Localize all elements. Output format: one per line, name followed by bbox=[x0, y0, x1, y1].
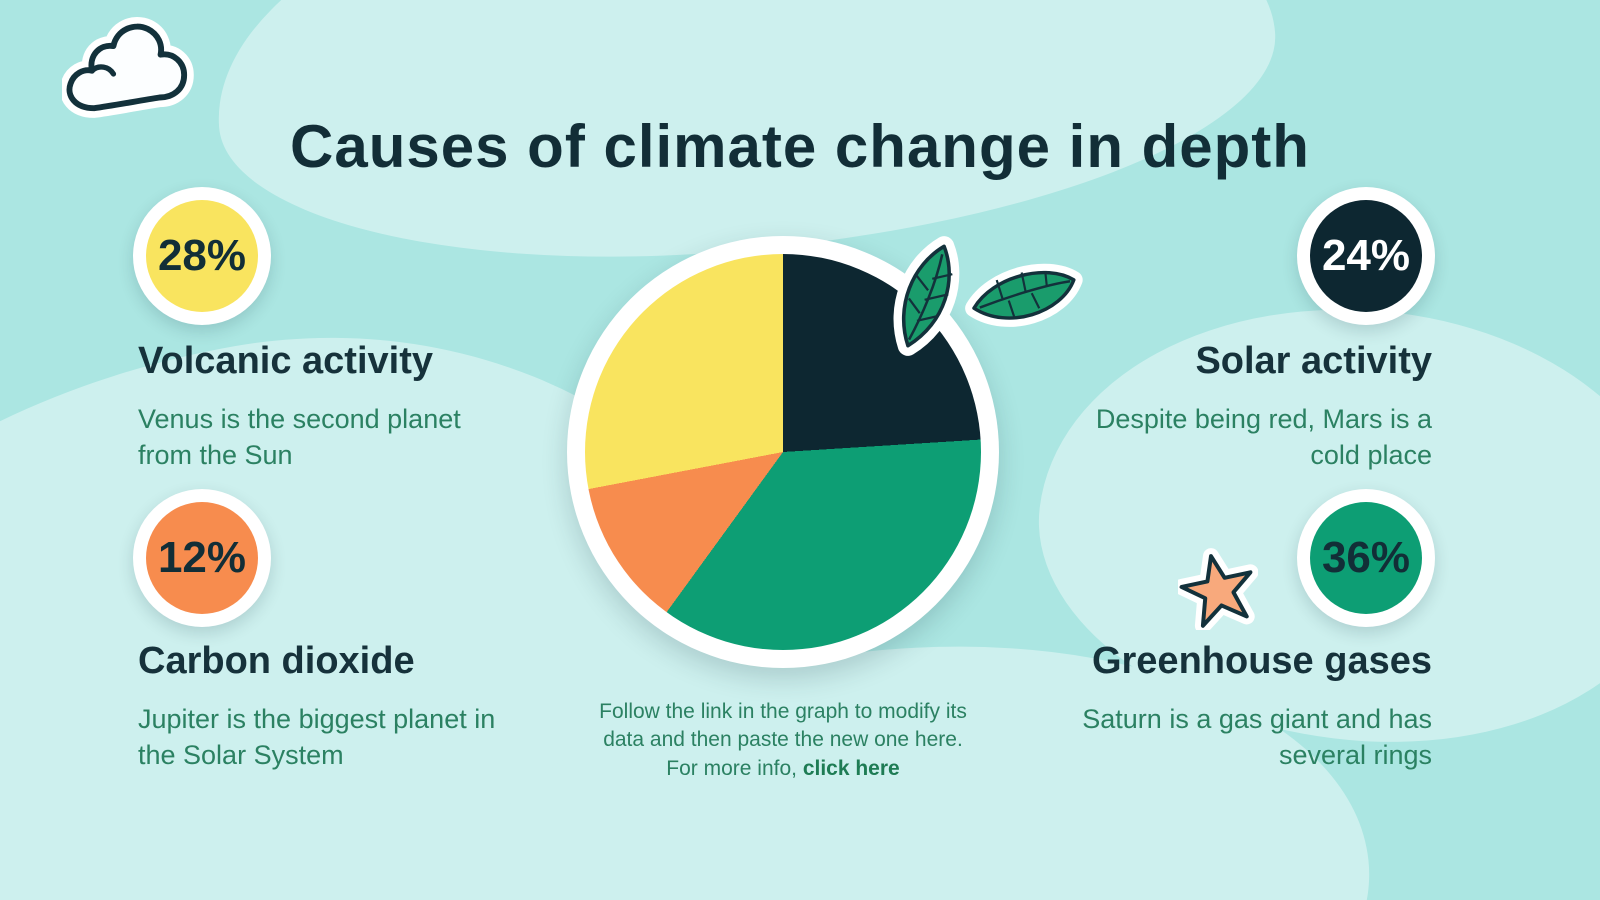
stat-percent-carbon: 12% bbox=[146, 502, 258, 614]
stat-percent-greenhouse: 36% bbox=[1310, 502, 1422, 614]
caption-line: data and then paste the new one here. bbox=[603, 728, 963, 752]
stat-badge-greenhouse: 36% bbox=[1297, 489, 1435, 627]
stat-label-greenhouse: Greenhouse gases bbox=[1091, 640, 1432, 682]
stat-badge-carbon: 12% bbox=[133, 489, 271, 627]
stat-label-volcanic: Volcanic activity bbox=[138, 340, 433, 382]
pie-chart-sticker bbox=[567, 236, 999, 668]
stat-description-solar: Despite being red, Mars is a cold place bbox=[1095, 404, 1432, 470]
stat-description-carbon: Jupiter is the biggest planet in the Sol… bbox=[138, 704, 496, 770]
caption-line: Follow the link in the graph to modify i… bbox=[599, 700, 967, 723]
stat-percent-volcanic: 28% bbox=[146, 200, 258, 312]
stat-label-carbon: Carbon dioxide bbox=[138, 640, 415, 682]
cloud-icon bbox=[62, 17, 194, 118]
stat-badge-solar: 24% bbox=[1297, 187, 1435, 325]
stat-badge-volcanic: 28% bbox=[133, 187, 271, 325]
pie-caption: Follow the link in the graph to modify i… bbox=[553, 698, 1013, 783]
stat-percent-solar: 24% bbox=[1310, 200, 1422, 312]
stat-description-greenhouse: Saturn is a gas giant and has several ri… bbox=[1082, 704, 1432, 770]
stat-label-solar: Solar activity bbox=[1195, 340, 1432, 382]
leaf-icon-small bbox=[893, 236, 960, 356]
caption-line: For more info, click here bbox=[553, 755, 1013, 783]
caption-link-prefix: For more info, bbox=[666, 756, 803, 780]
page-title: Causes of climate change in depth bbox=[290, 113, 1310, 180]
click-here-link[interactable]: click here bbox=[802, 756, 900, 780]
stat-description-volcanic: Venus is the second planet from the Sun bbox=[138, 404, 461, 470]
star-icon bbox=[1178, 548, 1258, 630]
leaf-icon-large bbox=[965, 263, 1083, 327]
